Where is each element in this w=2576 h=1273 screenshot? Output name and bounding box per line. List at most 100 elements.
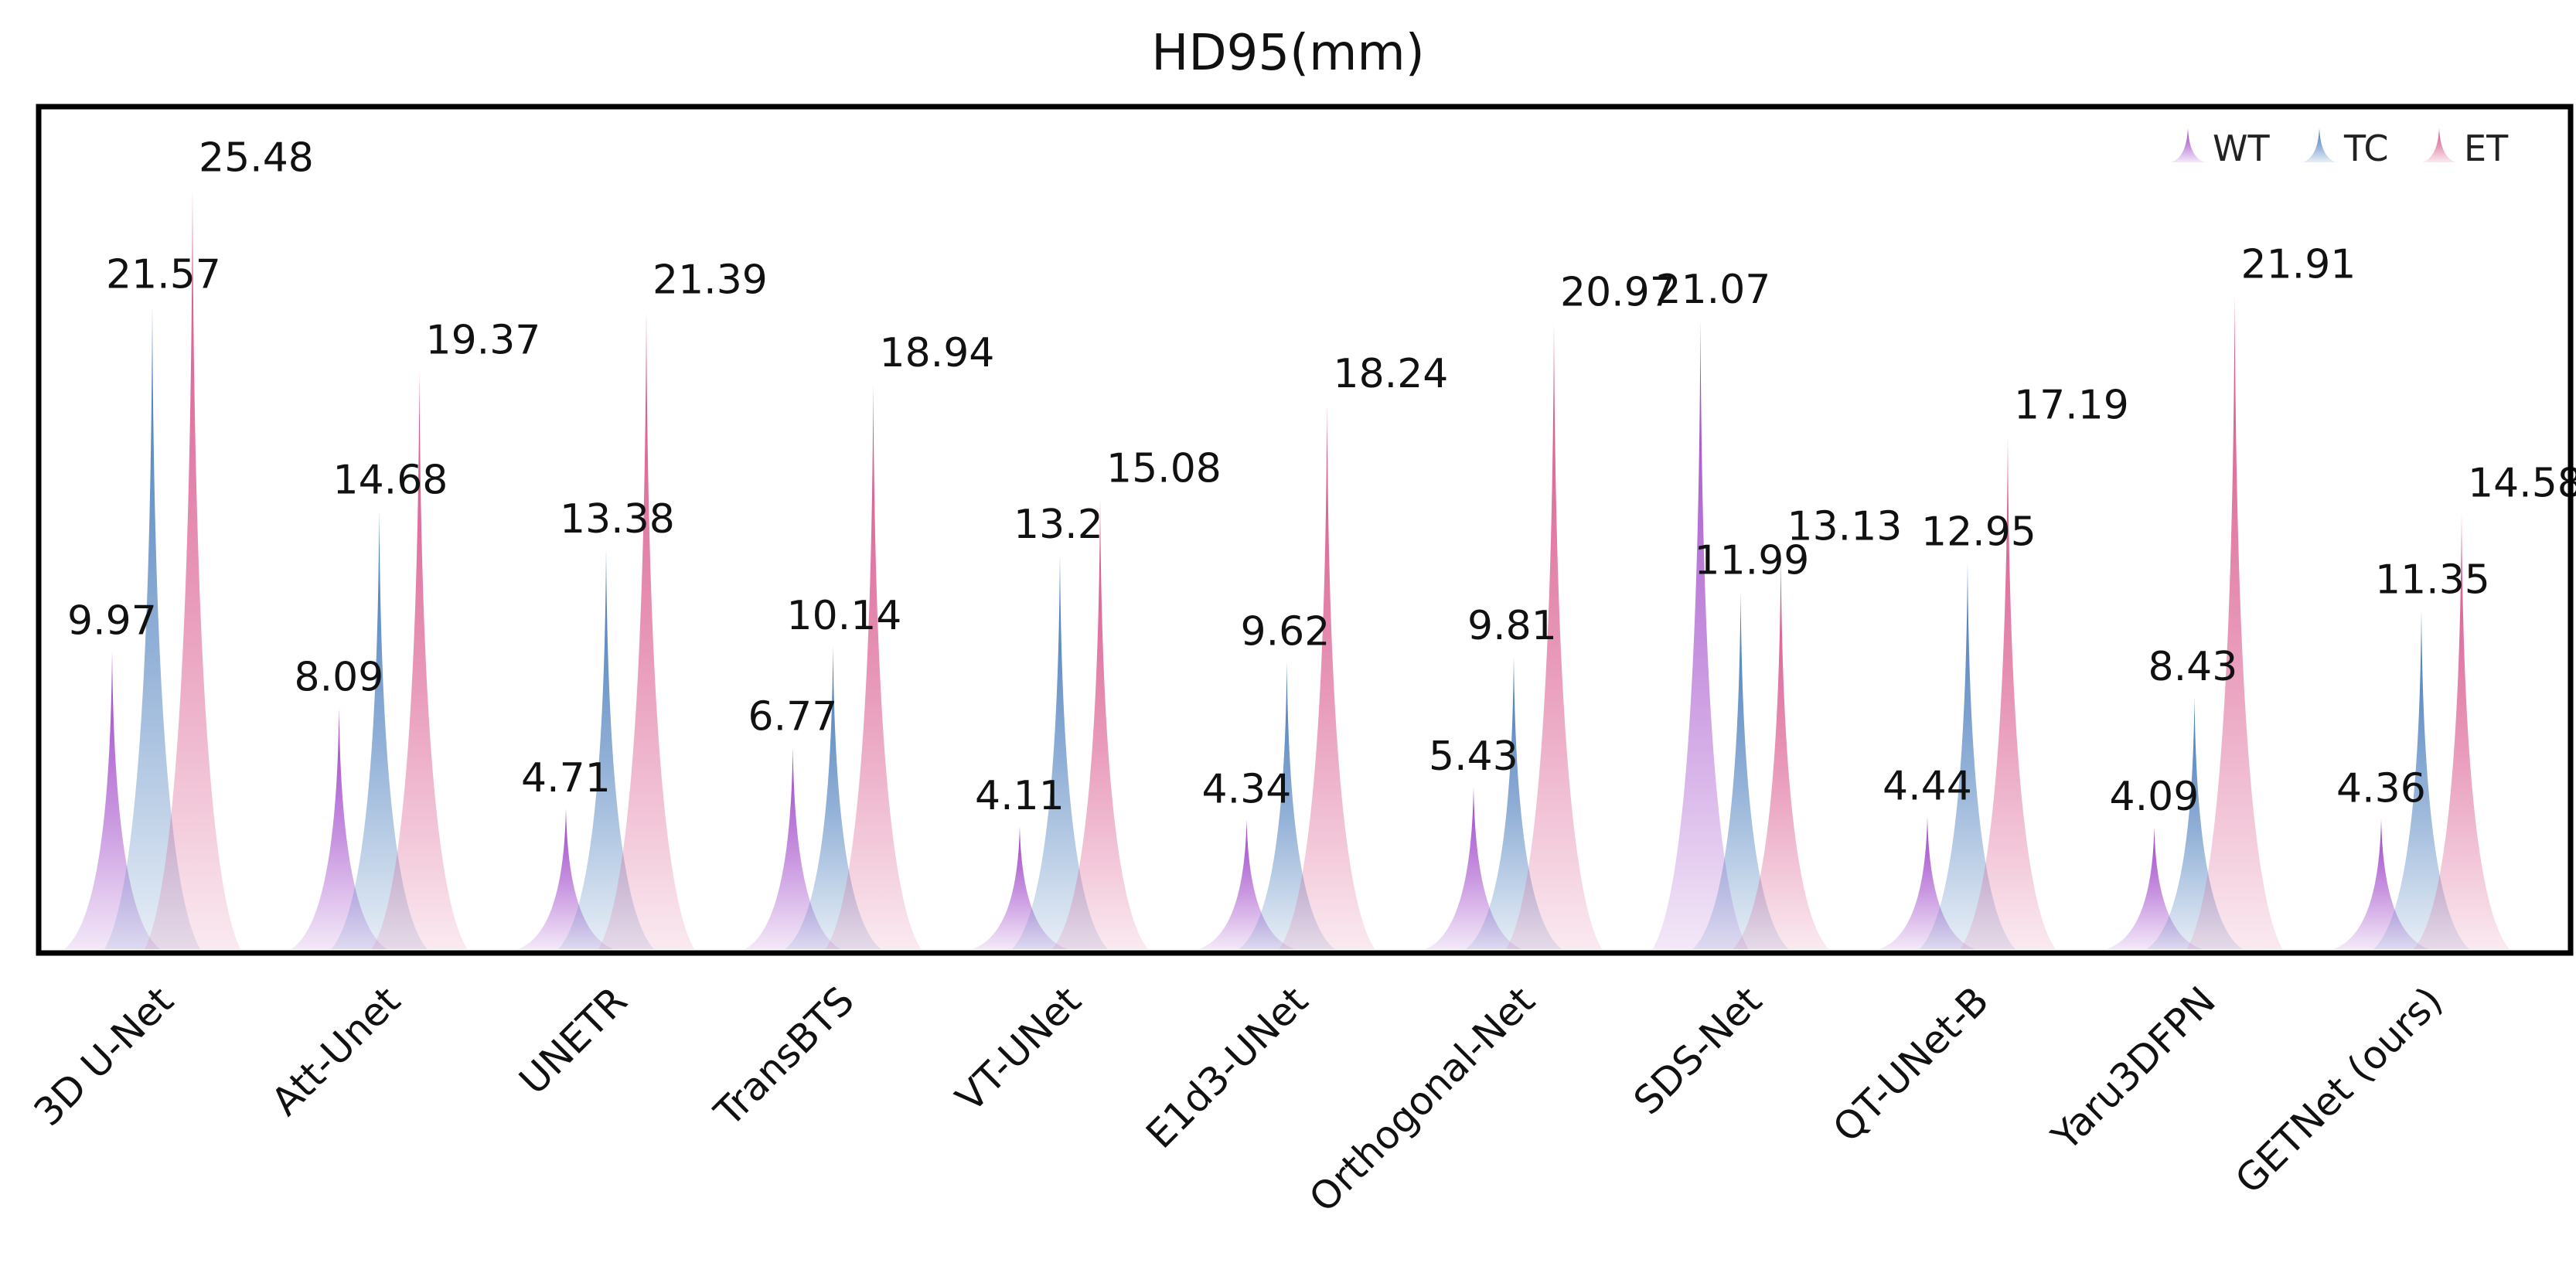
value-label-transbts-et: 18.94	[880, 330, 995, 376]
value-label-transbts-wt: 6.77	[748, 693, 838, 740]
category-label-vt-unet: VT-UNet	[947, 978, 1089, 1120]
spike-unetr-tc	[558, 549, 654, 949]
spike-e1d3-unet-et	[1279, 404, 1375, 949]
group-3d-u-net	[64, 188, 240, 949]
value-label-sds-net-wt: 21.07	[1656, 267, 1771, 313]
value-label-orthogonal-net-et: 20.97	[1560, 270, 1675, 316]
spike-unetr-et	[598, 310, 694, 949]
group-vt-unet	[972, 499, 1148, 949]
value-label-unetr-wt: 4.71	[521, 755, 611, 802]
spike-yaru3dfpn-et	[2186, 294, 2283, 950]
value-label-e1d3-unet-et: 18.24	[1334, 351, 1449, 397]
group-qt-unet-b	[1879, 435, 2056, 949]
x-axis: 3D U-Net Att-Unet UNETR TransBTS VT-UNet E1d3…	[26, 978, 2452, 1220]
value-label-vt-unet-wt: 4.11	[975, 773, 1065, 819]
group-yaru3dfpn	[2106, 294, 2283, 950]
value-label-vt-unet-tc: 13.2	[1014, 502, 1103, 548]
value-label-yaru3dfpn-tc: 8.43	[2148, 644, 2238, 690]
legend-label-tc: TC	[2343, 128, 2389, 169]
spike-att-unet-et	[371, 370, 468, 949]
spike-3d-u-net-wt	[64, 651, 160, 949]
value-label-getnet-ours-tc: 11.35	[2375, 557, 2490, 603]
spike-e1d3-unet-wt	[1198, 819, 1295, 949]
value-label-att-unet-tc: 14.68	[333, 458, 448, 504]
spike-vt-unet-wt	[972, 826, 1068, 949]
value-label-att-unet-wt: 8.09	[295, 654, 384, 700]
category-label-getnet-ours: GETNet (ours)	[2227, 978, 2451, 1202]
spike-yaru3dfpn-wt	[2106, 826, 2203, 949]
category-label-e1d3-unet: E1d3-UNet	[1137, 978, 1316, 1156]
spike-orthogonal-net-tc	[1466, 655, 1562, 949]
spike-transbts-et	[825, 383, 922, 950]
group-unetr	[518, 310, 694, 949]
spike-sds-net-tc	[1692, 591, 1789, 949]
chart-title: HD95(mm)	[1151, 25, 1424, 82]
spike-e1d3-unet-tc	[1239, 662, 1335, 949]
spike-unetr-wt	[518, 808, 614, 949]
spike-vt-unet-et	[1052, 499, 1148, 949]
plot-area: 9.97 21.57 25.48 8.09 14.68 19.37 4.71 13.38 21.…	[64, 134, 2576, 950]
spike-yaru3dfpn-tc	[2146, 697, 2243, 949]
plot-frame	[36, 104, 2574, 956]
value-label-getnet-ours-wt: 4.36	[2336, 766, 2426, 812]
spike-orthogonal-net-et	[1506, 322, 1602, 949]
value-label-orthogonal-net-tc: 9.81	[1467, 603, 1557, 649]
group-sds-net	[1652, 319, 1829, 949]
spike-qt-unet-b-et	[1960, 435, 2056, 949]
value-label-yaru3dfpn-et: 21.91	[2241, 241, 2356, 288]
value-label-orthogonal-net-wt: 5.43	[1429, 734, 1518, 780]
legend-swatch-et	[2422, 128, 2456, 162]
value-label-qt-unet-b-et: 17.19	[2014, 383, 2129, 429]
value-label-3d-u-net-tc: 21.57	[106, 251, 221, 298]
value-label-att-unet-et: 19.37	[426, 317, 541, 363]
spike-3d-u-net-tc	[104, 305, 200, 949]
category-label-qt-unet-b: QT-UNet-B	[1825, 978, 1998, 1151]
value-label-3d-u-net-et: 25.48	[199, 134, 314, 181]
value-label-3d-u-net-wt: 9.97	[67, 598, 157, 645]
legend: WT TC ET	[2171, 128, 2509, 169]
group-transbts	[745, 383, 922, 950]
value-label-unetr-tc: 13.38	[560, 496, 675, 543]
value-label-qt-unet-b-tc: 12.95	[1921, 509, 2036, 556]
legend-swatch-tc	[2302, 128, 2336, 162]
spike-att-unet-tc	[331, 510, 428, 949]
legend-swatch-wt	[2171, 128, 2205, 162]
group-att-unet	[291, 370, 468, 949]
value-label-getnet-ours-et: 14.58	[2468, 461, 2576, 507]
value-label-sds-net-tc: 11.99	[1695, 538, 1810, 584]
spike-getnet-ours-wt	[2333, 819, 2429, 949]
value-label-e1d3-unet-tc: 9.62	[1241, 608, 1331, 655]
value-label-yaru3dfpn-wt: 4.09	[2110, 774, 2199, 820]
category-label-att-unet: Att-Unet	[263, 978, 409, 1124]
value-label-qt-unet-b-wt: 4.44	[1883, 763, 1972, 809]
spike-vt-unet-tc	[1012, 554, 1108, 949]
category-label-orthogonal-net: Orthogonal-Net	[1300, 978, 1543, 1220]
value-label-sds-net-et: 13.13	[1787, 504, 1903, 550]
category-label-sds-net: SDS-Net	[1625, 978, 1770, 1123]
spike-3d-u-net-et	[145, 188, 240, 949]
spike-transbts-wt	[745, 747, 841, 949]
value-label-unetr-et: 21.39	[653, 257, 768, 303]
value-label-transbts-tc: 10.14	[787, 593, 902, 639]
value-label-e1d3-unet-wt: 4.34	[1202, 766, 1292, 812]
spike-orthogonal-net-wt	[1426, 787, 1521, 949]
group-e1d3-unet	[1198, 404, 1375, 949]
group-getnet-ours	[2333, 513, 2510, 949]
value-label-vt-unet-et: 15.08	[1106, 445, 1222, 492]
spike-att-unet-wt	[291, 707, 387, 949]
category-label-3d-u-net: 3D U-Net	[26, 978, 182, 1135]
legend-label-et: ET	[2464, 128, 2509, 169]
group-orthogonal-net	[1426, 322, 1602, 949]
spike-transbts-tc	[785, 646, 881, 949]
category-label-yaru3dfpn: Yaru3DFPN	[2043, 978, 2224, 1159]
legend-label-wt: WT	[2213, 128, 2270, 169]
spike-getnet-ours-et	[2414, 513, 2510, 949]
spike-qt-unet-b-tc	[1920, 562, 2015, 949]
spike-getnet-ours-tc	[2373, 610, 2469, 949]
spike-qt-unet-b-wt	[1879, 816, 1975, 949]
spike-sds-net-et	[1733, 557, 1829, 949]
spike-sds-net-wt	[1652, 319, 1749, 949]
category-label-unetr: UNETR	[511, 978, 636, 1103]
category-label-transbts: TransBTS	[706, 978, 863, 1135]
